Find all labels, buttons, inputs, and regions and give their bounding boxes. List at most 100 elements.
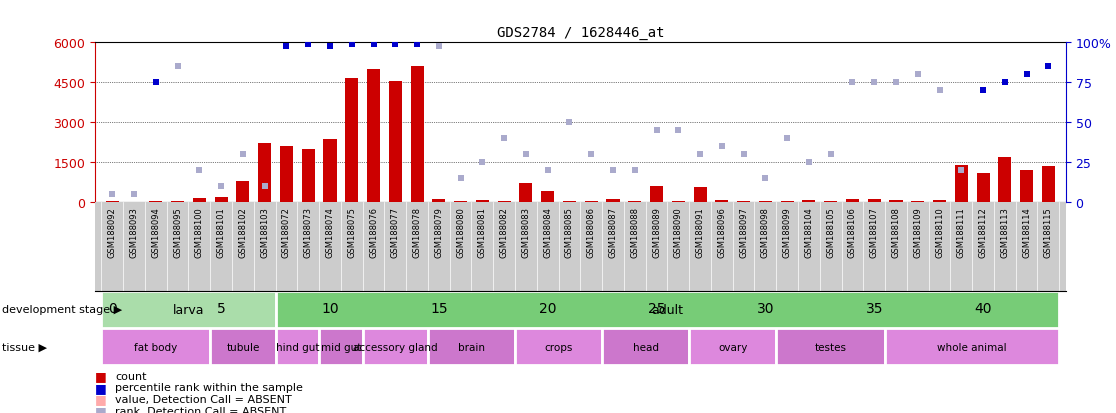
Bar [955, 165, 968, 202]
Bar [102, 328, 210, 366]
Text: GSM188097: GSM188097 [739, 207, 748, 258]
Bar [411, 67, 424, 202]
Bar [933, 201, 946, 202]
Text: GSM188101: GSM188101 [217, 207, 225, 257]
Title: GDS2784 / 1628446_at: GDS2784 / 1628446_at [497, 26, 664, 40]
Bar [102, 291, 276, 328]
Text: GSM188074: GSM188074 [326, 207, 335, 258]
Text: GSM188110: GSM188110 [935, 207, 944, 257]
Text: ■: ■ [95, 404, 107, 413]
Text: rank, Detection Call = ABSENT: rank, Detection Call = ABSENT [115, 406, 286, 413]
Text: GSM188084: GSM188084 [543, 207, 552, 258]
Text: GSM188108: GSM188108 [892, 207, 901, 258]
Text: mid gut: mid gut [320, 342, 362, 352]
Bar [363, 328, 427, 366]
Text: GSM188098: GSM188098 [761, 207, 770, 258]
Text: tubule: tubule [227, 342, 260, 352]
Text: count: count [115, 371, 146, 381]
Bar [432, 200, 445, 202]
Bar [693, 188, 706, 202]
Bar [802, 201, 816, 202]
Bar [367, 70, 381, 202]
Bar [237, 181, 249, 202]
Bar [650, 187, 663, 202]
Text: GSM188087: GSM188087 [608, 207, 617, 258]
Bar [214, 197, 228, 202]
Text: GSM188086: GSM188086 [587, 207, 596, 258]
Text: hind gut: hind gut [276, 342, 319, 352]
Text: GSM188105: GSM188105 [826, 207, 835, 257]
Text: GSM188099: GSM188099 [782, 207, 791, 257]
Text: accessory gland: accessory gland [353, 342, 437, 352]
Text: GSM188100: GSM188100 [195, 207, 204, 257]
Text: adult: adult [652, 303, 683, 316]
Bar [606, 200, 619, 202]
Bar [867, 200, 881, 202]
Bar [388, 82, 402, 202]
Text: GSM188072: GSM188072 [282, 207, 291, 258]
Text: GSM188089: GSM188089 [652, 207, 661, 258]
Bar [715, 200, 729, 202]
Text: GSM188075: GSM188075 [347, 207, 356, 258]
Bar [999, 157, 1011, 202]
Text: GSM188092: GSM188092 [108, 207, 117, 257]
Bar [737, 201, 750, 202]
Bar [889, 200, 903, 202]
Text: larva: larva [173, 303, 204, 316]
Bar [759, 201, 772, 202]
Bar [603, 328, 690, 366]
Text: GSM188082: GSM188082 [500, 207, 509, 258]
Text: GSM188076: GSM188076 [369, 207, 378, 258]
Text: GSM188109: GSM188109 [913, 207, 922, 257]
Text: GSM188085: GSM188085 [565, 207, 574, 258]
Text: GSM188102: GSM188102 [239, 207, 248, 257]
Text: ■: ■ [95, 369, 107, 382]
Text: whole animal: whole animal [937, 342, 1007, 352]
Text: GSM188093: GSM188093 [129, 207, 138, 258]
Text: crops: crops [545, 342, 573, 352]
Text: GSM188096: GSM188096 [718, 207, 727, 258]
Bar [301, 150, 315, 202]
Bar [454, 201, 468, 202]
Text: GSM188106: GSM188106 [848, 207, 857, 258]
Text: GSM188081: GSM188081 [478, 207, 487, 258]
Bar [976, 173, 990, 202]
Bar [885, 328, 1059, 366]
Text: GSM188115: GSM188115 [1043, 207, 1052, 257]
Text: value, Detection Call = ABSENT: value, Detection Call = ABSENT [115, 394, 291, 404]
Text: percentile rank within the sample: percentile rank within the sample [115, 382, 302, 392]
Text: ovary: ovary [718, 342, 748, 352]
Text: testes: testes [815, 342, 847, 352]
Text: GSM188104: GSM188104 [805, 207, 814, 257]
Text: GSM188095: GSM188095 [173, 207, 182, 257]
Text: GSM188077: GSM188077 [391, 207, 400, 258]
Text: GSM188080: GSM188080 [456, 207, 465, 258]
Text: GSM188112: GSM188112 [979, 207, 988, 257]
Bar [519, 184, 532, 202]
Bar [276, 328, 319, 366]
Text: GSM188090: GSM188090 [674, 207, 683, 257]
Text: brain: brain [458, 342, 485, 352]
Bar [690, 328, 777, 366]
Bar [345, 79, 358, 202]
Text: GSM188078: GSM188078 [413, 207, 422, 258]
Text: GSM188091: GSM188091 [695, 207, 704, 257]
Text: GSM188103: GSM188103 [260, 207, 269, 258]
Bar [541, 192, 555, 202]
Bar [1042, 166, 1055, 202]
Text: ■: ■ [95, 392, 107, 406]
Text: development stage ▶: development stage ▶ [2, 305, 123, 315]
Text: GSM188094: GSM188094 [152, 207, 161, 257]
Text: GSM188079: GSM188079 [434, 207, 443, 258]
Bar [912, 201, 924, 202]
Bar [672, 201, 685, 202]
Bar [276, 291, 1059, 328]
Bar [324, 140, 337, 202]
Text: GSM188107: GSM188107 [869, 207, 878, 258]
Text: tissue ▶: tissue ▶ [2, 342, 47, 352]
Bar [585, 201, 598, 202]
Text: ■: ■ [95, 381, 107, 394]
Text: GSM188111: GSM188111 [956, 207, 965, 257]
Bar [319, 328, 363, 366]
Text: GSM188113: GSM188113 [1000, 207, 1009, 258]
